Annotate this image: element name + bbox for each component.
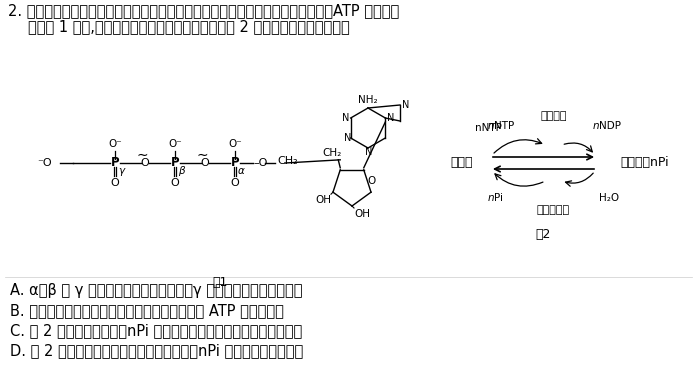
Text: N: N [402, 100, 409, 110]
Text: 图1: 图1 [213, 276, 228, 289]
Text: 蛋白磷酸酶: 蛋白磷酸酶 [537, 205, 570, 215]
Text: γ: γ [118, 166, 124, 176]
Text: P: P [111, 157, 119, 169]
Text: CH₂: CH₂ [277, 156, 298, 166]
Text: P: P [231, 157, 239, 169]
Text: ∼: ∼ [196, 148, 208, 162]
Text: O⁻: O⁻ [108, 139, 122, 149]
Text: 蛋白质－nPi: 蛋白质－nPi [621, 157, 669, 169]
Text: NDP: NDP [599, 121, 621, 131]
Text: P: P [171, 157, 179, 169]
Text: α: α [238, 166, 245, 176]
Text: O: O [231, 178, 239, 188]
Text: 蛋白质: 蛋白质 [451, 157, 473, 169]
Text: n: n [592, 121, 599, 131]
Text: N: N [365, 147, 373, 157]
Text: N: N [344, 133, 352, 143]
Text: D. 图 2 中蛋白激酶催化蛋白质生成蛋白质－nPi 的过程属于吸能反应: D. 图 2 中蛋白激酶催化蛋白质生成蛋白质－nPi 的过程属于吸能反应 [10, 343, 303, 358]
Text: n: n [487, 121, 494, 131]
Text: O: O [367, 176, 376, 186]
Text: 式如图 1 所示,蛋白质磷酸化和去磷酸化的过程如图 2 所示。下列分析错误的是: 式如图 1 所示,蛋白质磷酸化和去磷酸化的过程如图 2 所示。下列分析错误的是 [28, 19, 350, 34]
Text: ⁻O: ⁻O [38, 158, 52, 168]
Text: β: β [178, 166, 185, 176]
Text: O: O [201, 158, 209, 168]
Text: n​NTP: n​NTP [475, 123, 501, 133]
Text: Pi: Pi [494, 193, 503, 203]
Text: O: O [111, 178, 119, 188]
Text: NH₂: NH₂ [358, 95, 378, 105]
Text: OH: OH [315, 195, 331, 205]
Text: N: N [342, 113, 350, 123]
Text: O⁻: O⁻ [168, 139, 182, 149]
Text: 图2: 图2 [536, 228, 551, 241]
Text: H₂O: H₂O [599, 193, 619, 203]
Text: B. 细胞内并非所有的生命活动消耗的能量都是由 ATP 直接提供的: B. 细胞内并非所有的生命活动消耗的能量都是由 ATP 直接提供的 [10, 303, 284, 318]
Text: O: O [171, 178, 179, 188]
Text: –O–: –O– [253, 158, 273, 168]
Text: OH: OH [354, 209, 370, 219]
Text: n: n [487, 193, 494, 203]
Text: O⁻: O⁻ [228, 139, 242, 149]
Text: CH₂: CH₂ [323, 148, 342, 158]
Text: NTP: NTP [494, 121, 514, 131]
Text: N: N [388, 113, 395, 123]
Text: O: O [141, 158, 149, 168]
Text: A. α、β 和 γ 三个位置上的磷酸基团中，γ 位的具有较高的转移势能: A. α、β 和 γ 三个位置上的磷酸基团中，γ 位的具有较高的转移势能 [10, 283, 302, 298]
Text: 蛋白激酶: 蛋白激酶 [540, 111, 567, 121]
Text: C. 图 2 所示生成蛋白质－nPi 和生成蛋白质的两个反应属于可逆反应: C. 图 2 所示生成蛋白质－nPi 和生成蛋白质的两个反应属于可逆反应 [10, 323, 302, 338]
Text: ∼: ∼ [136, 148, 148, 162]
Text: 2. 某些非活性蛋白质和活性蛋白质的构象转换是通过磷酸基团的共价修饰实现的。ATP 的结构简: 2. 某些非活性蛋白质和活性蛋白质的构象转换是通过磷酸基团的共价修饰实现的。AT… [8, 3, 399, 18]
